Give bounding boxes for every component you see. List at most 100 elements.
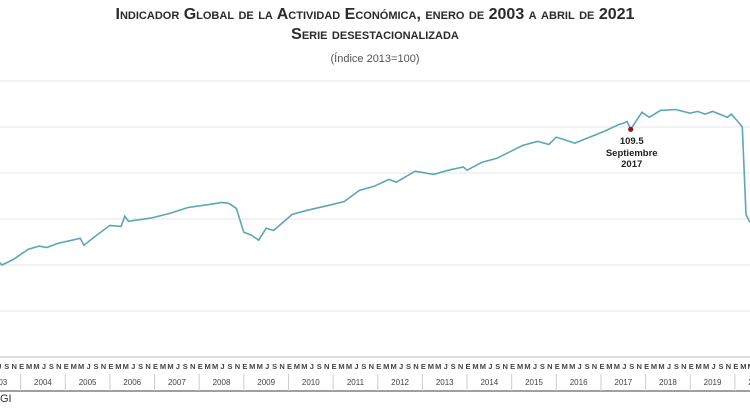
month-tick-label: J — [444, 362, 448, 371]
month-tick-label: M — [428, 362, 434, 371]
month-tick-label: N — [413, 362, 418, 371]
year-tick-label: 2017 — [614, 378, 632, 387]
month-tick-label: J — [488, 362, 492, 371]
month-tick-label: E — [19, 362, 24, 371]
month-tick-label: E — [376, 362, 381, 371]
month-tick-label: M — [257, 362, 263, 371]
annotation-month: Septiembre — [606, 148, 658, 159]
month-tick-label: M — [696, 362, 702, 371]
month-tick-label: N — [369, 362, 374, 371]
year-tick-label: 2008 — [213, 378, 231, 387]
month-tick-label: E — [466, 362, 471, 371]
month-tick-label: E — [599, 362, 604, 371]
month-tick-label: M — [606, 362, 612, 371]
month-tick-label: N — [56, 362, 61, 371]
month-tick-label: N — [503, 362, 508, 371]
year-tick-label: 2006 — [123, 378, 141, 387]
month-tick-label: S — [227, 362, 232, 371]
month-tick-label: J — [622, 362, 626, 371]
month-tick-label: J — [131, 362, 135, 371]
month-tick-label: M — [78, 362, 84, 371]
year-tick-label: 2013 — [436, 378, 454, 387]
month-tick-label: J — [176, 362, 180, 371]
month-tick-label: M — [651, 362, 657, 371]
month-tick-label: J — [0, 362, 1, 371]
month-tick-label: S — [629, 362, 634, 371]
month-tick-label: S — [272, 362, 277, 371]
month-tick-label: E — [332, 362, 337, 371]
month-tick-label: N — [235, 362, 240, 371]
month-tick-label: M — [658, 362, 664, 371]
month-tick-label: S — [94, 362, 99, 371]
year-tick-label: 2016 — [570, 378, 588, 387]
year-tick-label: 2005 — [79, 378, 97, 387]
month-tick-label: E — [198, 362, 203, 371]
month-tick-label: M — [703, 362, 709, 371]
month-tick-label: M — [346, 362, 352, 371]
annotation-year: 2017 — [621, 159, 642, 170]
month-tick-label: S — [183, 362, 188, 371]
year-tick-label: 2012 — [391, 378, 409, 387]
month-tick-label: E — [287, 362, 292, 371]
month-tick-label: J — [578, 362, 582, 371]
month-tick-label: N — [101, 362, 106, 371]
month-tick-label: M — [205, 362, 211, 371]
month-tick-label: N — [592, 362, 597, 371]
month-tick-label: S — [406, 362, 411, 371]
month-tick-label: E — [153, 362, 158, 371]
month-tick-label: M — [115, 362, 121, 371]
month-tick-label: E — [689, 362, 694, 371]
year-tick-label: 2018 — [659, 378, 677, 387]
month-tick-label: J — [310, 362, 314, 371]
month-tick-label: N — [279, 362, 284, 371]
month-tick-label: M — [472, 362, 478, 371]
month-tick-label: J — [87, 362, 91, 371]
month-tick-label: M — [301, 362, 307, 371]
year-tick-label: 2019 — [704, 378, 722, 387]
month-tick-label: J — [533, 362, 537, 371]
month-tick-label: M — [33, 362, 39, 371]
month-tick-label: M — [383, 362, 389, 371]
month-tick-label: E — [421, 362, 426, 371]
month-tick-label: N — [145, 362, 150, 371]
month-tick-label: S — [361, 362, 366, 371]
month-tick-label: M — [123, 362, 129, 371]
annotation-marker — [628, 126, 634, 132]
year-tick-label: 2014 — [480, 378, 498, 387]
month-tick-label: S — [451, 362, 456, 371]
month-tick-label: M — [71, 362, 77, 371]
source-note: GI — [0, 393, 12, 405]
month-tick-label: N — [190, 362, 195, 371]
month-tick-label: N — [726, 362, 731, 371]
chart-title: Indicador Global de la Actividad Económi… — [115, 6, 635, 23]
month-tick-label: M — [569, 362, 575, 371]
month-tick-label: S — [317, 362, 322, 371]
chart-subtitle: Serie desestacionalizada — [291, 26, 459, 43]
month-tick-label: E — [108, 362, 113, 371]
month-tick-label: M — [517, 362, 523, 371]
month-tick-label: S — [4, 362, 9, 371]
month-tick-label: M — [338, 362, 344, 371]
month-tick-label: E — [64, 362, 69, 371]
month-tick-label: E — [510, 362, 515, 371]
month-tick-label: S — [49, 362, 54, 371]
year-tick-label: 2007 — [168, 378, 186, 387]
month-tick-label: M — [562, 362, 568, 371]
month-tick-label: S — [495, 362, 500, 371]
month-tick-label: M — [524, 362, 530, 371]
month-tick-label: M — [167, 362, 173, 371]
month-tick-label: S — [138, 362, 143, 371]
month-tick-label: N — [681, 362, 686, 371]
month-tick-label: N — [458, 362, 463, 371]
month-tick-label: M — [160, 362, 166, 371]
month-tick-label: S — [585, 362, 590, 371]
month-tick-label: M — [26, 362, 32, 371]
month-tick-label: M — [249, 362, 255, 371]
annotation-value: 109.5 — [620, 136, 644, 147]
month-tick-label: J — [711, 362, 715, 371]
month-tick-label: J — [42, 362, 46, 371]
month-tick-label: N — [324, 362, 329, 371]
month-tick-label: E — [242, 362, 247, 371]
year-tick-label: 2009 — [257, 378, 275, 387]
